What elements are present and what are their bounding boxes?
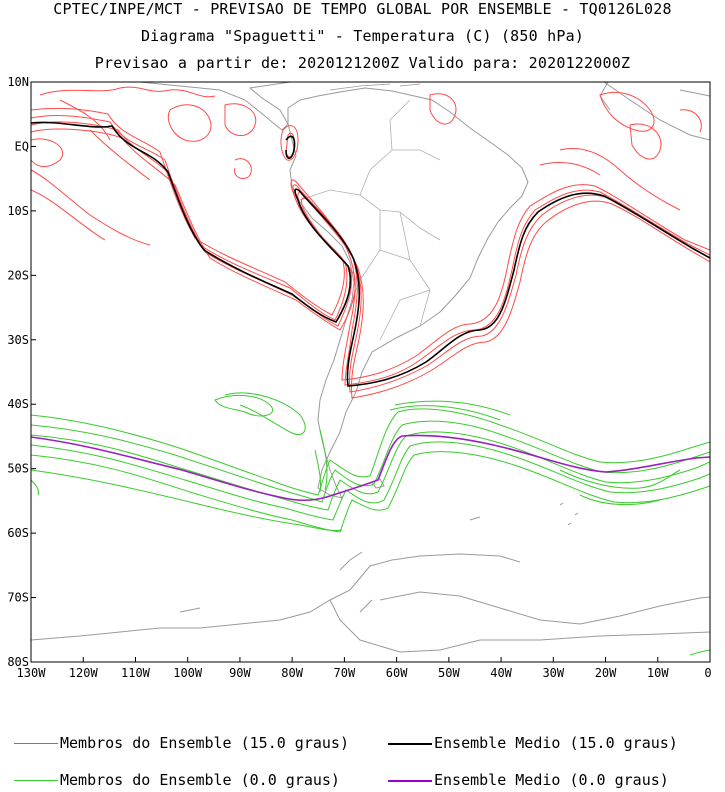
longitude-axis: 130W 120W 110W 100W 90W 80W 70W 60W 50W 40W 30W 20W… bbox=[17, 657, 712, 680]
cold-members bbox=[31, 392, 710, 656]
lon-label: 10W bbox=[647, 666, 669, 680]
lat-label: 60S bbox=[7, 526, 29, 540]
lat-label: 50S bbox=[7, 462, 29, 476]
lon-label: 60W bbox=[386, 666, 408, 680]
title-line-2: Diagrama "Spaguetti" - Temperatura (C) (… bbox=[140, 27, 585, 45]
lat-label: 30S bbox=[7, 333, 29, 347]
lat-label: EQ bbox=[15, 139, 29, 153]
lon-label: 70W bbox=[334, 666, 356, 680]
lon-label: 40W bbox=[490, 666, 512, 680]
latitude-axis: 10N EQ 10S 20S 30S 40S 50S 60S 70S 80S bbox=[7, 75, 36, 669]
lon-label: 130W bbox=[17, 666, 47, 680]
lat-label: 10S bbox=[7, 204, 29, 218]
legend-swatch bbox=[14, 780, 58, 781]
title-line-3: Previsao a partir de: 2020121200Z Valido… bbox=[94, 54, 631, 72]
title-line-1: CPTEC/INPE/MCT - PREVISAO DE TEMPO GLOBA… bbox=[53, 0, 672, 18]
legend-warm-mean: Ensemble Medio (15.0 graus) bbox=[388, 734, 678, 752]
lon-label: 100W bbox=[173, 666, 203, 680]
legend-label: Membros do Ensemble (0.0 graus) bbox=[60, 771, 340, 789]
lon-label: 120W bbox=[69, 666, 99, 680]
lat-label: 70S bbox=[7, 591, 29, 605]
legend-swatch bbox=[388, 742, 432, 745]
lon-label: 30W bbox=[542, 666, 564, 680]
legend-swatch bbox=[388, 779, 432, 782]
cold-mean-line bbox=[31, 434, 710, 501]
map-frame bbox=[30, 81, 711, 663]
legend-label: Ensemble Medio (0.0 graus) bbox=[434, 771, 669, 789]
coastlines bbox=[31, 82, 710, 653]
central-america-coast bbox=[40, 82, 330, 131]
warm-mean-line bbox=[31, 121, 710, 387]
legend-warm-members: Membros do Ensemble (15.0 graus) bbox=[14, 734, 349, 752]
lat-label: 20S bbox=[7, 268, 29, 282]
lon-label: 90W bbox=[229, 666, 251, 680]
lon-label: 80W bbox=[281, 666, 303, 680]
legend-cold-members: Membros do Ensemble (0.0 graus) bbox=[14, 771, 340, 789]
legend-label: Ensemble Medio (15.0 graus) bbox=[434, 734, 678, 752]
lon-label: 110W bbox=[121, 666, 151, 680]
legend-label: Membros do Ensemble (15.0 graus) bbox=[60, 734, 349, 752]
south-america-coast bbox=[287, 87, 529, 499]
antarctica-coast bbox=[31, 553, 710, 653]
legend-cold-mean: Ensemble Medio (0.0 graus) bbox=[388, 771, 669, 789]
lon-label: 50W bbox=[438, 666, 460, 680]
lat-label: 40S bbox=[7, 397, 29, 411]
lon-label: 0 bbox=[704, 666, 711, 680]
lat-label: 80S bbox=[7, 655, 29, 669]
lon-label: 20W bbox=[595, 666, 617, 680]
lat-label: 10N bbox=[7, 75, 29, 89]
legend-swatch bbox=[14, 743, 58, 744]
